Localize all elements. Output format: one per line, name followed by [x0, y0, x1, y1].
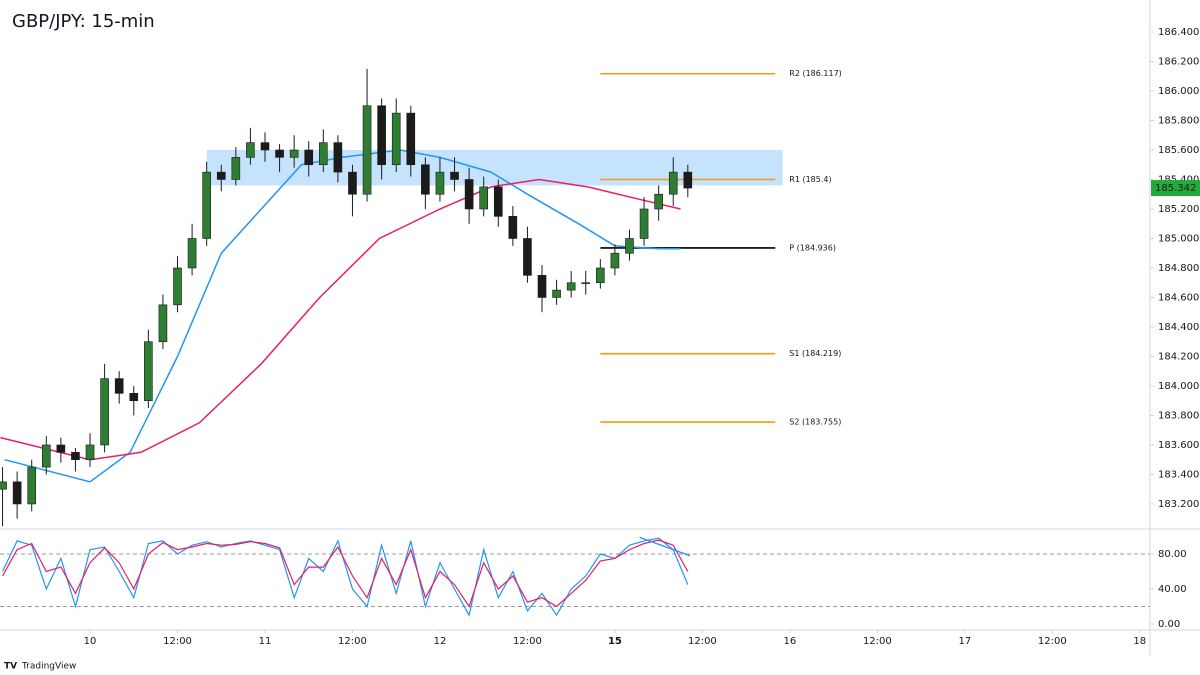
candle-body — [129, 393, 139, 402]
oscillator-line — [2, 537, 689, 617]
candle-body — [348, 171, 357, 195]
y-tick-label: 186.400 — [1158, 27, 1199, 38]
candle-body — [158, 304, 168, 343]
candle-body — [362, 105, 372, 195]
candle-body — [537, 275, 547, 298]
candle-body — [187, 238, 197, 269]
candle-body — [450, 171, 459, 180]
last-price-label: 185.342 — [1155, 183, 1196, 194]
candle-body — [275, 149, 284, 158]
y-tick-label: 183.200 — [1158, 499, 1199, 510]
candle-body — [552, 289, 561, 298]
candle-body — [523, 238, 532, 276]
candle-body — [231, 157, 241, 180]
x-tick-label: 12 — [434, 636, 447, 647]
candle-body — [596, 267, 605, 284]
footer-brand: TradingView — [21, 662, 76, 672]
y-tick-label: 185.400 — [1158, 174, 1199, 185]
y-tick-label: 184.000 — [1158, 381, 1199, 392]
candle-body — [100, 378, 109, 446]
candle-body — [391, 112, 401, 166]
candle-body — [41, 444, 51, 468]
candle-body — [216, 171, 226, 180]
candle-body — [173, 267, 182, 306]
y-tick-label: 185.600 — [1158, 145, 1199, 156]
y-tick-label: 185.000 — [1158, 233, 1199, 244]
candle-body — [464, 179, 474, 210]
pivot-label: S1 (184.219) — [789, 349, 841, 358]
y-tick-label: 186.200 — [1158, 57, 1199, 68]
pivot-label: R1 (185.4) — [789, 175, 831, 184]
y-tick-label: 186.000 — [1158, 86, 1199, 97]
candle-body — [71, 452, 80, 461]
candle-body — [202, 171, 211, 239]
candle-body — [421, 164, 430, 195]
x-tick-label: 12:00 — [863, 636, 892, 647]
candle-body — [333, 142, 343, 173]
y-tick-label: 184.400 — [1158, 322, 1199, 333]
candle-body — [377, 105, 386, 166]
candle-body — [668, 171, 678, 195]
candle-body — [260, 142, 270, 151]
x-tick-label: 12:00 — [163, 636, 192, 647]
candle-body — [639, 208, 649, 239]
candle-body — [581, 282, 591, 285]
brand-logo: TV — [4, 662, 17, 672]
x-tick-label: 11 — [259, 636, 272, 647]
candle-body — [12, 481, 22, 505]
pivot-label: R2 (186.117) — [789, 69, 842, 78]
y-tick-label: 40.00 — [1158, 584, 1187, 595]
y-tick-label: 184.200 — [1158, 351, 1199, 362]
candle-body — [246, 142, 255, 158]
y-tick-label: 185.800 — [1158, 115, 1199, 126]
x-tick-label: 12:00 — [688, 636, 717, 647]
x-tick-label: 12:00 — [513, 636, 542, 647]
candle-body — [406, 112, 416, 166]
y-tick-label: 80.00 — [1158, 549, 1187, 560]
x-tick-label: 18 — [1133, 636, 1146, 647]
candle-body — [0, 481, 7, 490]
y-tick-label: 183.600 — [1158, 440, 1199, 451]
x-tick-label: 12:00 — [1038, 636, 1067, 647]
last-price-box — [1151, 180, 1200, 197]
candle-body — [508, 216, 518, 239]
pivot-label: P (184.936) — [789, 243, 836, 252]
y-tick-label: 183.800 — [1158, 410, 1199, 421]
x-tick-label: 17 — [958, 636, 971, 647]
y-tick-label: 183.400 — [1158, 469, 1199, 480]
candle-body — [610, 252, 620, 269]
candle-body — [319, 142, 328, 166]
candle-body — [27, 466, 37, 505]
x-tick-label: 15 — [608, 636, 622, 647]
y-tick-label: 184.600 — [1158, 292, 1199, 303]
candle-body — [479, 186, 489, 210]
x-tick-label: 10 — [84, 636, 97, 647]
candle-body — [289, 149, 299, 158]
x-tick-label: 16 — [784, 636, 797, 647]
oscillator-line — [2, 539, 689, 608]
pivot-label: S2 (183.755) — [789, 418, 841, 427]
candle-body — [493, 186, 503, 217]
y-tick-label: 0.00 — [1158, 619, 1180, 630]
candle-body — [144, 341, 153, 402]
chart-title: GBP/JPY: 15-min — [12, 11, 155, 32]
candle-body — [85, 444, 95, 461]
moving-average — [0, 178, 681, 461]
x-tick-label: 12:00 — [338, 636, 367, 647]
trend-line — [639, 536, 691, 557]
candle-body — [56, 444, 66, 453]
y-tick-label: 184.800 — [1158, 263, 1199, 274]
candle-body — [683, 171, 693, 189]
candle-body — [435, 171, 445, 195]
y-tick-label: 185.200 — [1158, 204, 1199, 215]
candle-body — [304, 149, 314, 166]
candle-body — [625, 238, 634, 254]
candle-body — [566, 282, 576, 291]
candle-body — [654, 193, 663, 210]
plot-layer: 10 12:00 11 12:00 12 12:00 15 12:00 16 12:00 17 12:… — [0, 27, 1200, 647]
candle-body — [114, 378, 124, 394]
